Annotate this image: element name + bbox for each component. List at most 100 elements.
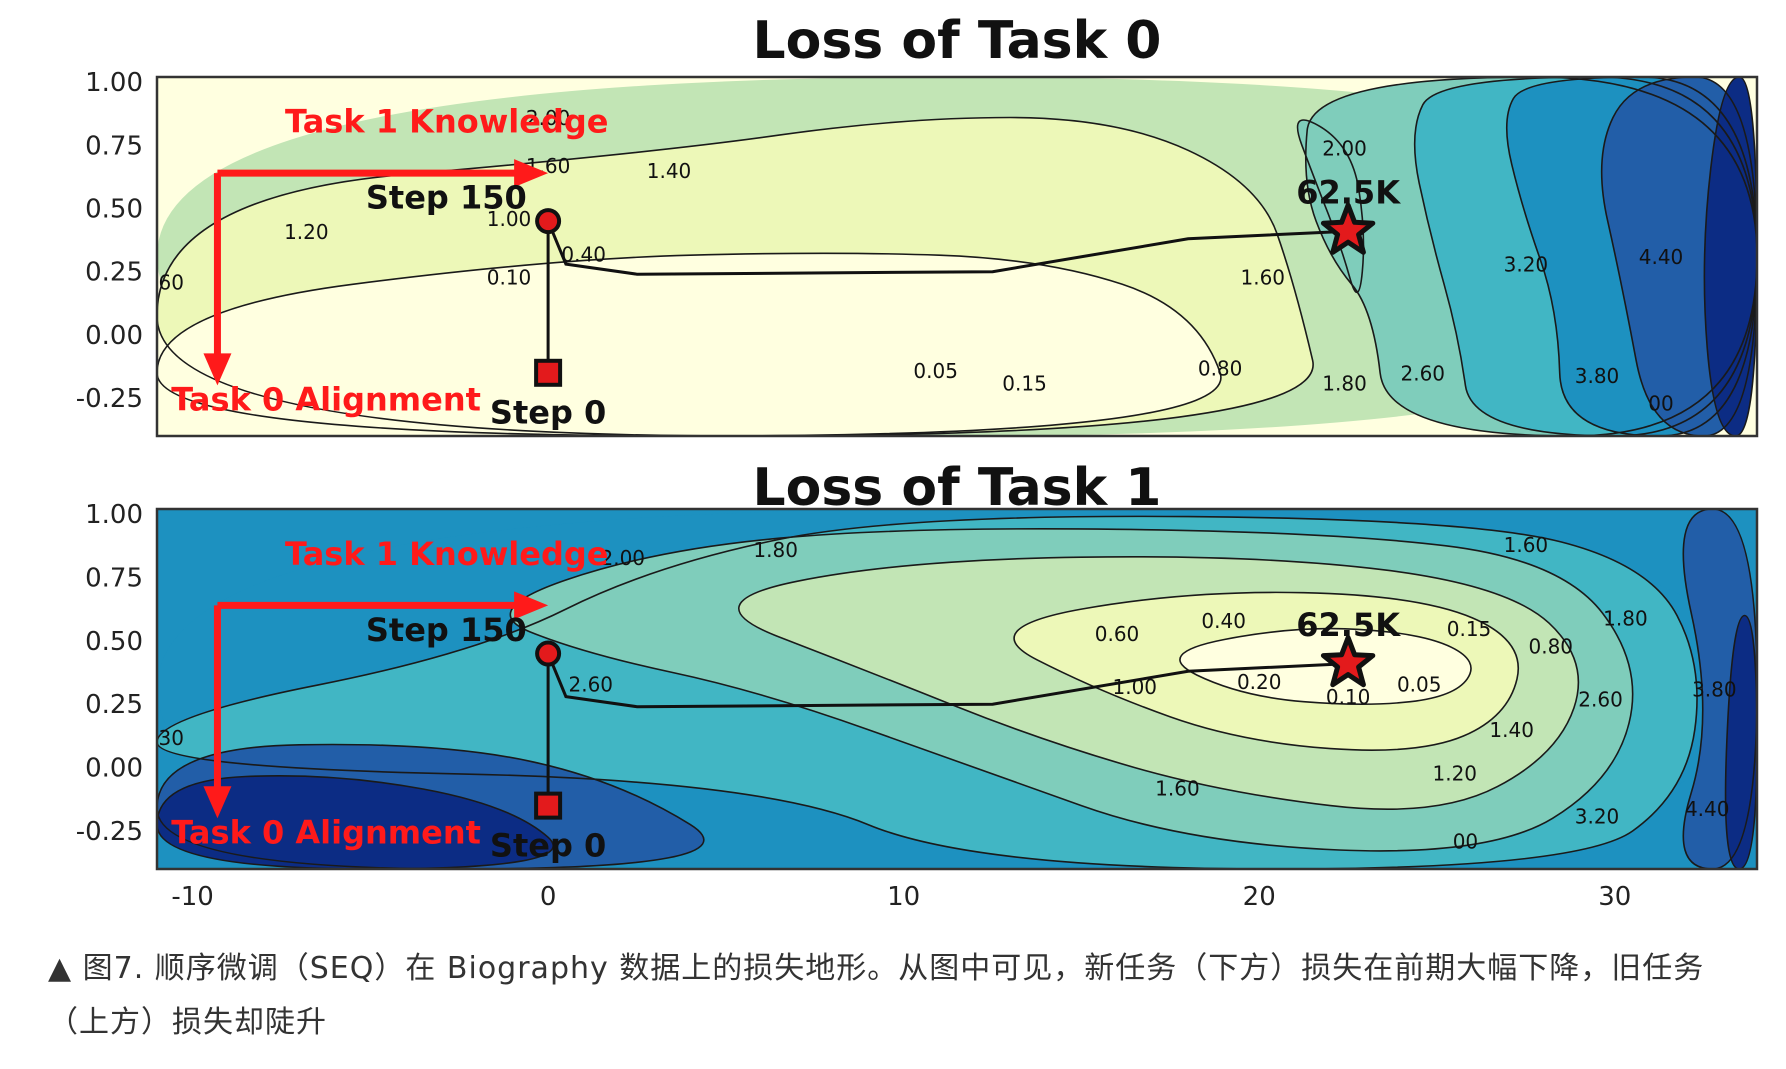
contour-label: 3.80 (1692, 678, 1737, 702)
y-tick-label: -0.25 (76, 384, 143, 414)
y-tick-label: 0.50 (85, 627, 143, 657)
contour-label: 1.80 (1322, 371, 1367, 395)
x-tick-label: -10 (171, 882, 213, 912)
alignment-arrow-head (203, 786, 232, 819)
knowledge-arrow-head (514, 591, 549, 620)
contour-label: 0.80 (1529, 635, 1574, 659)
task0-plot-frame (155, 75, 1759, 438)
contour-line (1724, 614, 1757, 869)
contour-label: 1.40 (647, 159, 692, 183)
contour-label: 0.10 (487, 265, 532, 289)
alignment-arrow-head (203, 353, 232, 386)
task1-knowledge-label: Task 1 Knowledge (285, 535, 608, 573)
contour-band (157, 775, 554, 869)
y-tick-label: 0.75 (85, 563, 143, 593)
contour-line (1179, 627, 1472, 705)
y-tick-label: 1.00 (85, 68, 143, 98)
contour-label: 0.40 (1201, 609, 1246, 633)
y-tick-label: 1.00 (85, 500, 143, 530)
contour-label: 1.80 (1603, 607, 1648, 631)
y-tick-label: 0.00 (85, 754, 143, 784)
contour-line (509, 528, 1634, 852)
y-tick-label: 0.75 (85, 131, 143, 161)
task0-trajectory (534, 202, 1376, 387)
contour-label: 3.80 (1575, 364, 1620, 388)
contour-line (157, 515, 1698, 869)
contour-label: 2.00 (526, 106, 571, 130)
task1-y-ticks: 1.00 0.75 0.50 0.25 0.00 -0.25 (76, 500, 143, 847)
task0-y-ticks: 1.00 0.75 0.50 0.25 0.00 -0.25 (76, 68, 143, 414)
contour-label: 0.05 (913, 359, 958, 383)
contour-label: 0.15 (1447, 617, 1492, 641)
contour-label: 1.80 (753, 538, 798, 562)
y-tick-label: 0.50 (85, 194, 143, 224)
step150-marker (535, 208, 562, 235)
contour-label: 4.40 (1639, 245, 1684, 269)
contour-line (738, 556, 1580, 811)
contour-label: 4.40 (1685, 797, 1730, 821)
knowledge-arrow-head (514, 159, 549, 188)
contour-label: 2.60 (569, 673, 614, 697)
figure-caption: ▲ 图7. 顺序微调（SEQ）在 Biography 数据上的损失地形。从图中可… (48, 951, 1705, 1040)
task1-plot-frame (155, 507, 1759, 871)
contour-label: 0.05 (1397, 673, 1442, 697)
x-tick-label: 30 (1598, 882, 1631, 912)
star-step-label: 62.5K (1296, 606, 1401, 644)
contour-label: 0.80 (1198, 356, 1243, 380)
contour-label: 1.60 (1155, 776, 1200, 800)
contour-label: 3.20 (1575, 804, 1620, 828)
task0-alignment-label: Task 0 Alignment (171, 381, 481, 419)
contour-label: 3.20 (1504, 253, 1549, 277)
task0-chart-title: Loss of Task 0 (753, 11, 1162, 71)
step150-label: Step 150 (366, 178, 527, 216)
step150-label: Step 150 (366, 611, 527, 649)
task0-annotations: Task 1 Knowledge Task 0 Alignment Step 150… (171, 103, 1401, 432)
contour-label: 60 (158, 270, 183, 294)
contour-label: 0.60 (1095, 622, 1140, 646)
contour-label: 1.40 (1489, 718, 1534, 742)
contour-line (157, 774, 554, 869)
shared-x-ticks: -10 0 10 20 30 (171, 882, 1631, 912)
contour-label: 2.60 (1401, 361, 1446, 385)
y-tick-label: 0.25 (85, 690, 143, 720)
step0-label: Step 0 (490, 826, 606, 864)
contour-label: 1.00 (487, 207, 532, 231)
contour-band (157, 253, 1221, 436)
contour-band (1297, 119, 1364, 293)
contour-line (1296, 119, 1365, 294)
contour-label: 0.15 (1002, 371, 1047, 395)
task1-annotations: Task 1 Knowledge Task 0 Alignment Step 150… (171, 535, 1401, 865)
task0-alignment-label: Task 0 Alignment (171, 814, 481, 852)
task1-contour-labels: 2.00 1.80 1.60 2.60 30 0.60 0.40 0.15 0.80 1.80 0.… (158, 533, 1736, 854)
step0-marker (534, 358, 563, 387)
task1-loss-panel: Loss of Task 1 1.000.750.500.250.00-0.25… (76, 458, 1759, 912)
contour-label: 1.20 (1433, 761, 1478, 785)
final-star-marker (1320, 635, 1376, 688)
contour-label: 2.00 (601, 546, 646, 570)
y-tick-label: 0.25 (85, 258, 143, 288)
y-tick-label: 0.00 (85, 321, 143, 351)
contour-label: 2.60 (1578, 688, 1623, 712)
contour-line (157, 743, 705, 869)
contour-label: 00 (1453, 830, 1478, 854)
star-step-label: 62.5K (1296, 173, 1401, 211)
contour-label: 2.00 (1322, 136, 1367, 160)
contour-line (1013, 591, 1519, 751)
task0-loss-panel: Loss of Task 0 1.00 0.75 0.50 0.25 0.00 -0.25… (76, 11, 1759, 438)
y-tick-label: -0.25 (76, 817, 143, 847)
step0-label: Step 0 (490, 393, 606, 431)
task1-knowledge-label: Task 1 Knowledge (285, 103, 608, 141)
task1-trajectory (534, 635, 1376, 820)
contour-label: 1.60 (1241, 265, 1286, 289)
contour-label: 00 (1648, 392, 1673, 416)
step0-marker (534, 791, 563, 820)
step150-marker (535, 640, 562, 667)
contour-label: 1.60 (1504, 533, 1549, 557)
x-tick-label: 20 (1243, 882, 1276, 912)
contour-label: 1.20 (284, 220, 329, 244)
task0-contour-labels: 2.00 1.60 1.40 1.20 1.00 0.40 0.10 60 0.05 0.15 0.… (158, 106, 1683, 416)
contour-label: 0.20 (1237, 670, 1282, 694)
contour-label: 30 (158, 726, 183, 750)
contour-label: 0.40 (561, 243, 606, 267)
contour-label: 0.10 (1326, 685, 1371, 709)
